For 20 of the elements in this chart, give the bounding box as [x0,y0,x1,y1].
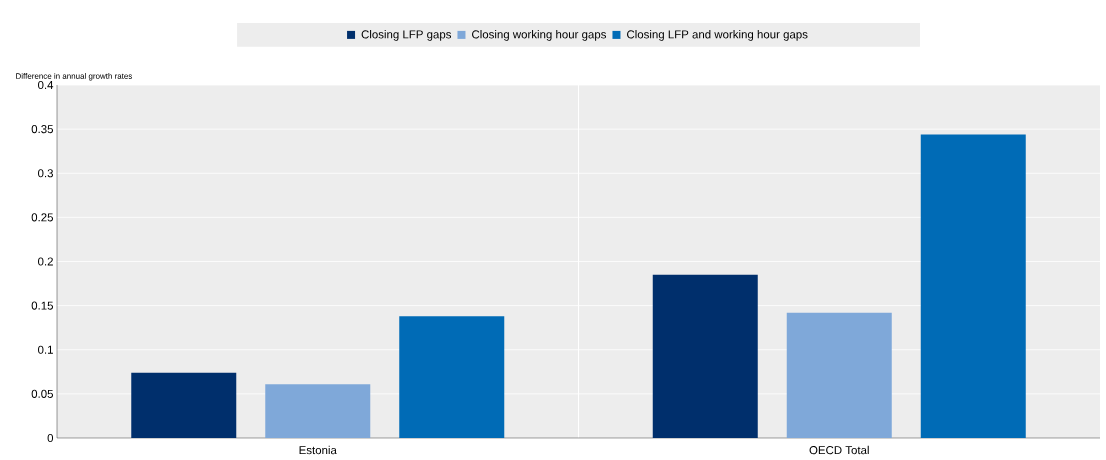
bar [265,384,371,438]
legend-label: Closing working hour gaps [472,30,607,41]
y-tick-label: 0.35 [31,125,54,134]
legend-label: Closing LFP gaps [361,30,452,41]
legend-label: Closing LFP and working hour gaps [627,30,808,41]
bar [399,316,505,438]
x-tick-label: Estonia [299,445,337,455]
y-tick-label: 0.4 [38,80,54,90]
y-tick-label: 0.15 [31,301,54,310]
y-tick-label: 0 [47,433,54,443]
y-tick-label: 0.3 [38,169,53,178]
y-tick-label: 0.1 [38,345,53,354]
bar [920,134,1026,438]
bar [652,274,758,438]
y-tick-label: 0.25 [31,213,54,222]
x-tick-label: OECD Total [809,445,869,455]
bar [131,372,237,438]
y-tick-label: 0.05 [31,389,54,398]
bar [786,312,892,438]
y-tick-label: 0.2 [38,257,53,266]
